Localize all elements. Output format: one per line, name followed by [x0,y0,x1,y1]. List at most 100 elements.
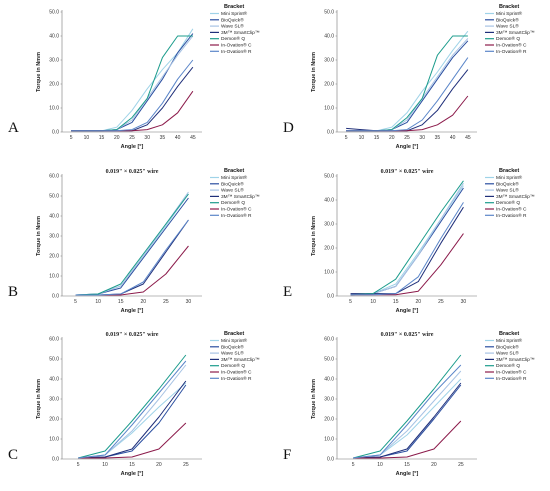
axes-frame [61,10,202,133]
y-axis-label: Torque in Nmm [36,379,42,419]
chart-svg: E 0.019" × 0.025" wire 0.0 10.0 20.0 30.0 40.0… [283,168,535,314]
axes-frame [336,10,477,133]
x-tick-label: 40 [450,135,456,141]
series-line [350,182,464,296]
y-tick-label: 30.0 [324,58,334,64]
x-tick-label: 20 [431,462,437,468]
y-tick-label: 40.0 [324,34,334,40]
axes-frame [336,337,477,460]
y-tick-label: 0.0 [52,457,59,463]
chart-panel-b: B 0.019" × 0.025" wire 0.0 10.0 20.0 30.0 40.0… [0,164,275,328]
panel-letter: E [283,284,292,300]
chart-title: 0.019" × 0.025" wire [106,169,159,175]
panel-letter: A [8,120,19,136]
chart-title: 0.019" × 0.025" wire [381,169,434,175]
y-tick-label: 20.0 [324,246,334,252]
chart-svg: F 0.019" × 0.025" wire 0.0 10.0 20.0 30.0 40.0… [283,331,535,477]
series-line [353,354,462,459]
x-axis-label: Angle [°] [396,471,419,477]
legend-entry: Mini Sprint® [496,174,523,181]
axes-frame [336,174,477,297]
x-tick-label: 20 [389,135,395,141]
x-axis-label: Angle [°] [121,144,144,150]
legend-entry: Wave SL® [221,187,244,194]
series-line [350,180,464,296]
y-tick-label: 50.0 [324,357,334,363]
x-tick-label: 30 [186,299,192,305]
legend-entry: Wave SL® [496,187,519,194]
legend-entry: 3M™ SmartClip™ [221,30,260,36]
chart-svg: D 0.0 10.0 20.0 30.0 40.0 50.0 5 10 15 20 25 30 35 40 4… [283,4,535,150]
y-tick-label: 20.0 [49,417,59,423]
y-tick-label: 10.0 [49,437,59,443]
legend-entry: BioQuick® [496,343,519,350]
x-tick-label: 10 [370,299,376,305]
chart-panel-c: C 0.019" × 0.025" wire 0.0 10.0 20.0 30.0 40.0… [0,327,275,491]
y-axis-label: Torque in Nmm [36,52,42,92]
series-line [350,206,464,295]
legend-entry: Demon® Q [496,199,520,206]
series-line [350,185,464,296]
series-line [71,66,194,132]
series-line [353,370,462,459]
legend-entry: BioQuick® [221,343,244,350]
y-tick-label: 0.0 [327,130,334,136]
legend-title: Bracket [499,4,519,10]
y-tick-label: 60.0 [49,174,59,180]
y-tick-label: 0.0 [52,294,59,300]
x-tick-label: 15 [118,299,124,305]
y-tick-label: 40.0 [49,214,59,220]
series-line [353,378,462,459]
x-tick-label: 25 [183,462,189,468]
panel-letter: C [8,447,18,463]
legend-entry: In-Ovation® R [221,212,252,219]
legend-title: Bracket [224,168,244,174]
legend-entry: Demon® Q [496,35,520,42]
legend-entry: Wave SL® [221,23,244,30]
legend-entry: Wave SL® [496,350,519,357]
y-tick-label: 30.0 [49,397,59,403]
x-tick-label: 5 [77,462,80,468]
y-tick-label: 0.0 [52,130,59,136]
legend-title: Bracket [499,168,519,174]
x-axis-label: Angle [°] [396,144,419,150]
panel-letter: B [8,284,18,300]
x-axis-label: Angle [°] [121,471,144,477]
legend-entry: 3M™ SmartClip™ [496,194,535,200]
y-tick-label: 20.0 [324,82,334,88]
legend-entry: In-Ovation® C [496,369,527,376]
legend-entry: In-Ovation® R [496,375,527,382]
y-tick-label: 50.0 [324,174,334,180]
y-tick-label: 50.0 [49,357,59,363]
legend-entry: 3M™ SmartClip™ [221,357,260,363]
series-line [350,202,464,296]
legend-entry: In-Ovation® R [221,375,252,382]
legend-title: Bracket [224,331,244,337]
x-tick-label: 25 [129,135,135,141]
panel-letter: D [283,120,294,136]
x-tick-label: 15 [99,135,105,141]
x-tick-label: 25 [163,299,169,305]
y-tick-label: 60.0 [324,337,334,343]
y-tick-label: 50.0 [49,194,59,200]
x-axis-label: Angle [°] [396,308,419,314]
legend-entry: Wave SL® [221,350,244,357]
legend-entry: Mini Sprint® [496,337,523,344]
x-tick-label: 10 [102,462,108,468]
x-tick-label: 45 [465,135,471,141]
legend-entry: In-Ovation® C [496,42,527,49]
x-tick-label: 15 [374,135,380,141]
y-tick-label: 40.0 [324,198,334,204]
chart-panel-e: E 0.019" × 0.025" wire 0.0 10.0 20.0 30.0 40.0… [275,164,550,328]
chart-panel-f: F 0.019" × 0.025" wire 0.0 10.0 20.0 30.0 40.0… [275,327,550,491]
x-axis-label: Angle [°] [121,308,144,314]
x-tick-label: 5 [74,299,77,305]
y-tick-label: 50.0 [49,10,59,16]
y-tick-label: 30.0 [49,234,59,240]
legend-entry: In-Ovation® C [496,206,527,213]
x-tick-label: 10 [95,299,101,305]
series-line [78,422,187,459]
x-tick-label: 25 [438,299,444,305]
legend-entry: BioQuick® [221,16,244,23]
y-tick-label: 0.0 [327,294,334,300]
